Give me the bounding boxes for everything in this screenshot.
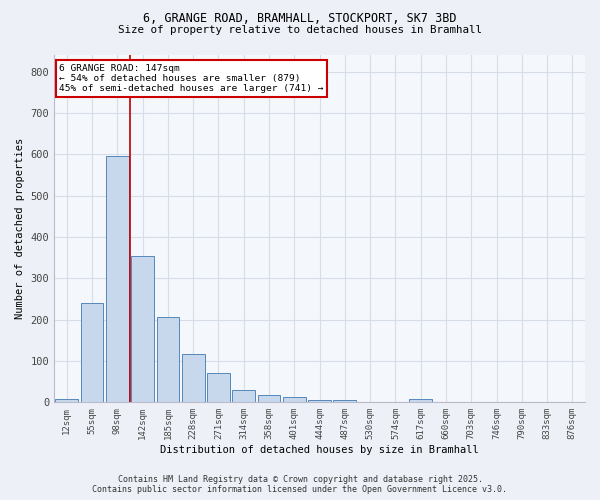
Bar <box>182 354 205 403</box>
Bar <box>55 399 78 402</box>
Bar <box>106 156 129 402</box>
Bar <box>157 316 179 402</box>
Bar <box>409 400 432 402</box>
Bar <box>334 400 356 402</box>
Bar <box>308 400 331 402</box>
Text: 6 GRANGE ROAD: 147sqm
← 54% of detached houses are smaller (879)
45% of semi-det: 6 GRANGE ROAD: 147sqm ← 54% of detached … <box>59 64 324 94</box>
Text: Size of property relative to detached houses in Bramhall: Size of property relative to detached ho… <box>118 25 482 35</box>
Bar <box>81 303 103 402</box>
Bar <box>257 395 280 402</box>
Text: Contains HM Land Registry data © Crown copyright and database right 2025.
Contai: Contains HM Land Registry data © Crown c… <box>92 474 508 494</box>
Text: 6, GRANGE ROAD, BRAMHALL, STOCKPORT, SK7 3BD: 6, GRANGE ROAD, BRAMHALL, STOCKPORT, SK7… <box>143 12 457 26</box>
X-axis label: Distribution of detached houses by size in Bramhall: Distribution of detached houses by size … <box>160 445 479 455</box>
Bar <box>283 396 305 402</box>
Y-axis label: Number of detached properties: Number of detached properties <box>15 138 25 320</box>
Bar <box>232 390 255 402</box>
Bar <box>131 256 154 402</box>
Bar <box>207 373 230 402</box>
